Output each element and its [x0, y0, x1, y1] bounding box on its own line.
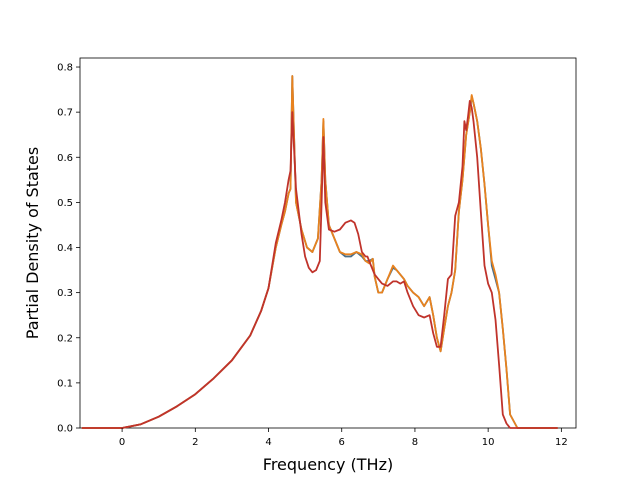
x-tick-label: 8	[412, 437, 418, 448]
x-tick-label: 10	[482, 437, 495, 448]
x-tick-label: 2	[192, 437, 198, 448]
y-tick-label: 0.5	[57, 198, 73, 209]
x-tick-label: 4	[265, 437, 271, 448]
y-tick-label: 0.6	[57, 153, 73, 164]
series-curves	[81, 75, 558, 429]
x-tick-label: 0	[119, 437, 125, 448]
x-axis-label: Frequency (THz)	[263, 455, 393, 474]
y-axis-label: Partial Density of States	[23, 147, 42, 339]
y-tick-label: 0.0	[57, 424, 73, 435]
plot-area-frame	[79, 57, 577, 429]
y-tick-label: 0.2	[57, 333, 73, 344]
y-tick-label: 0.8	[57, 63, 73, 74]
y-tick-label: 0.4	[57, 243, 73, 254]
x-tick-label: 6	[339, 437, 345, 448]
x-tick-label: 12	[555, 437, 568, 448]
y-tick-label: 0.7	[57, 108, 73, 119]
y-axis-ticks: 0.0 0.1 0.2 0.3 0.4 0.5 0.6 0.7 0.8	[57, 63, 80, 435]
series-line-3	[81, 100, 558, 429]
y-tick-label: 0.1	[57, 378, 73, 389]
y-tick-label: 0.3	[57, 288, 73, 299]
series-line-2	[81, 75, 558, 429]
x-axis-ticks: 0 2 4 6 8 10 12	[119, 428, 568, 448]
